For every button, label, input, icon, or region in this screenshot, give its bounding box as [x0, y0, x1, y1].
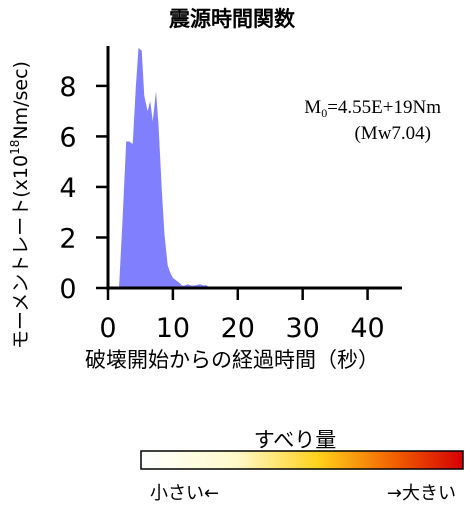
slip-legend-title: すべり量 [254, 428, 337, 452]
slip-colorbar [140, 450, 464, 470]
y-tick-label: 8 [59, 72, 76, 103]
moment-subscript: 0 [321, 106, 327, 120]
y-tick-label: 2 [59, 223, 76, 254]
x-tick-label: 30 [285, 313, 319, 344]
y-axis-label-unit: Nm/sec) [10, 61, 32, 140]
x-tick-group: 0 10 20 30 40 [99, 288, 385, 344]
seismic-moment-annotation: M0=4.55E+19Nm [304, 97, 441, 120]
slip-legend-large-label: →大きい [387, 483, 456, 504]
x-axis-label: 破壊開始からの経過時間（秒） [85, 348, 379, 372]
slip-legend-small-label: 小さい← [150, 483, 219, 504]
x-tick-label: 20 [221, 313, 255, 344]
y-tick-label: 0 [59, 274, 76, 305]
moment-prefix: M [304, 97, 321, 118]
y-tick-group: 0 2 4 6 8 [59, 72, 108, 305]
moment-rate-area [119, 48, 216, 288]
y-tick-label: 4 [59, 173, 76, 204]
x-tick-label: 40 [350, 313, 384, 344]
y-axis-label-exponent: 18 [8, 140, 22, 155]
y-tick-label: 6 [59, 122, 76, 153]
moment-value: =4.55E+19Nm [327, 97, 441, 118]
x-tick-label: 0 [99, 313, 116, 344]
y-axis-label-main: モーメントレート(x10 [10, 155, 32, 349]
chart-title: 震源時間関数 [169, 7, 296, 31]
magnitude-annotation: (Mw7.04) [354, 123, 431, 144]
x-tick-label: 10 [156, 313, 190, 344]
y-axis-label: モーメントレート(x1018Nm/sec) [8, 61, 32, 349]
